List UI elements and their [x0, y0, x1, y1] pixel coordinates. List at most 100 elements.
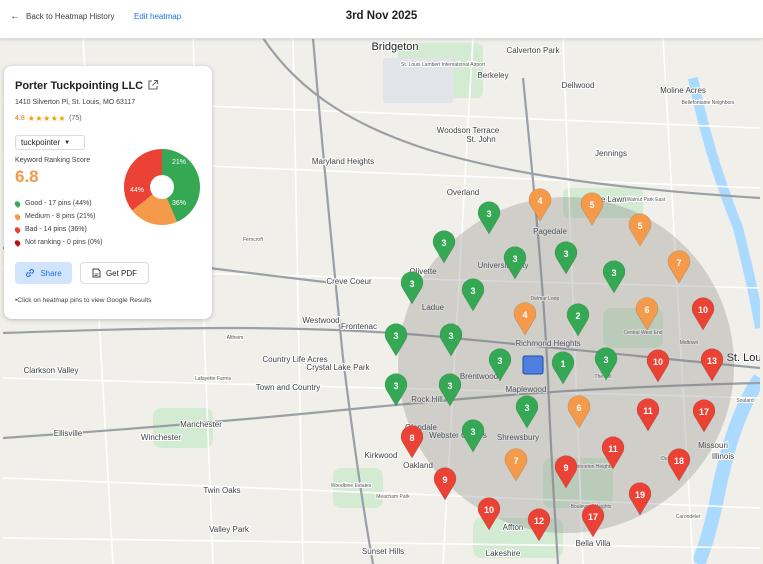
pin-rank: 3	[486, 209, 491, 219]
map-pin-icon	[581, 504, 605, 538]
heatmap-pin-bad[interactable]: 11	[601, 436, 625, 470]
map-pin-icon	[504, 448, 528, 482]
heatmap-pin-bad[interactable]: 13	[700, 348, 724, 382]
heatmap-pin-good[interactable]: 3	[477, 201, 501, 235]
map-pin-icon	[433, 467, 457, 501]
map-place-label: Carondelet	[676, 514, 701, 520]
heatmap-pin-good[interactable]: 3	[438, 373, 462, 407]
map-place-label: Brentwood	[460, 372, 498, 381]
heatmap-pin-bad[interactable]: 9	[554, 455, 578, 489]
map-pin-icon	[566, 303, 590, 337]
heatmap-pin-good[interactable]: 3	[461, 419, 485, 453]
heatmap-pin-good[interactable]: 3	[432, 230, 456, 264]
keyword-select[interactable]: tuckpointer ▼	[15, 135, 85, 150]
legend-item: Bad - 14 pins (36%)	[13, 223, 102, 236]
map-pin-icon	[13, 212, 22, 221]
map-place-label: Twin Oaks	[203, 486, 240, 495]
heatmap-pin-bad[interactable]: 17	[581, 504, 605, 538]
heatmap-pin-good[interactable]: 3	[594, 347, 618, 381]
map-pin-icon	[700, 348, 724, 382]
map-pin-icon	[528, 188, 552, 222]
map-place-label: Bella Villa	[576, 539, 612, 548]
heatmap-pin-good[interactable]: 2	[566, 303, 590, 337]
heatmap-pin-medium[interactable]: 5	[580, 192, 604, 226]
map-pin-icon	[503, 246, 527, 280]
pin-rank: 11	[643, 406, 653, 416]
map-place-label: Sunset Hills	[362, 547, 404, 556]
heatmap-pin-good[interactable]: 3	[602, 260, 626, 294]
legend-label: Not ranking - 0 pins (0%)	[25, 239, 103, 246]
get-pdf-button[interactable]: Get PDF	[80, 262, 149, 284]
heatmap-pin-bad[interactable]: 9	[433, 467, 457, 501]
map-pin-icon	[691, 297, 715, 331]
heatmap-pin-bad[interactable]: 18	[667, 448, 691, 482]
back-to-history-link[interactable]: ← Back to Heatmap History	[10, 11, 114, 21]
heatmap-pin-bad[interactable]: 10	[477, 497, 501, 531]
heatmap-pin-good[interactable]: 1	[551, 351, 575, 385]
heatmap-pin-bad[interactable]: 10	[691, 297, 715, 331]
legend-label: Medium - 8 pins (21%)	[25, 213, 96, 220]
heatmap-pin-bad[interactable]: 10	[646, 349, 670, 383]
heatmap-pin-bad[interactable]: 12	[527, 508, 551, 542]
heatmap-pin-good[interactable]: 3	[384, 323, 408, 357]
heatmap-pin-medium[interactable]: 7	[667, 250, 691, 284]
pin-rank: 13	[707, 356, 717, 366]
map-pin-icon	[400, 425, 424, 459]
map-pin-icon	[384, 373, 408, 407]
heatmap-pin-medium[interactable]: 5	[628, 213, 652, 247]
share-button[interactable]: Share	[15, 262, 72, 284]
map-pin-icon	[567, 395, 591, 429]
heatmap-pin-good[interactable]: 3	[400, 271, 424, 305]
keyword-selected: tuckpointer	[21, 138, 61, 147]
share-label: Share	[40, 268, 62, 278]
heatmap-pin-good[interactable]: 3	[384, 373, 408, 407]
external-link-icon[interactable]	[147, 79, 159, 91]
map-pin-icon	[477, 201, 501, 235]
heatmap-pin-medium[interactable]: 7	[504, 448, 528, 482]
map-place-label: Frontenac	[341, 322, 377, 331]
heatmap-pin-bad[interactable]: 19	[628, 482, 652, 516]
pin-legend: Good - 17 pins (44%) Medium - 8 pins (21%…	[13, 197, 103, 249]
heatmap-pin-bad[interactable]: 17	[692, 399, 716, 433]
keyword-score-label: Keyword Ranking Score	[15, 157, 91, 164]
pin-rank: 17	[588, 512, 598, 522]
map-place-label: Maplewood	[506, 385, 547, 394]
heatmap-pin-medium[interactable]: 6	[567, 395, 591, 429]
heatmap-pin-medium[interactable]: 6	[635, 297, 659, 331]
heatmap-pin-bad[interactable]: 11	[636, 398, 660, 432]
map-pin-icon	[554, 241, 578, 275]
heatmap-pin-bad[interactable]: 8	[400, 425, 424, 459]
map-pin-icon	[580, 192, 604, 226]
heatmap-pin-medium[interactable]: 4	[528, 188, 552, 222]
map-pin-icon	[13, 238, 22, 247]
pin-rank: 3	[563, 249, 568, 259]
map-pin-icon	[527, 508, 551, 542]
heatmap-pin-good[interactable]: 3	[554, 241, 578, 275]
heatmap-pin-good[interactable]: 3	[515, 395, 539, 429]
map-place-label: Winchester	[141, 433, 181, 442]
map-place-label: Webster Groves	[429, 431, 487, 440]
map-pin-icon	[554, 455, 578, 489]
map-pin-icon	[667, 250, 691, 284]
map-place-label: Ladue	[422, 303, 445, 312]
map-pin-icon	[13, 225, 22, 234]
pin-rank: 5	[589, 200, 594, 210]
pin-rank: 17	[699, 407, 709, 417]
map-place-label: Walnut Park East	[627, 197, 666, 203]
heatmap-pin-good[interactable]: 3	[488, 348, 512, 382]
map-place-label: Maryland Heights	[312, 157, 374, 166]
map-pin-icon	[13, 199, 22, 208]
pin-rank: 10	[484, 505, 494, 515]
map-place-label: Valley Park	[209, 525, 250, 534]
business-location-marker	[522, 355, 544, 375]
map-place-label: Illinois	[712, 452, 734, 461]
heatmap-pin-good[interactable]: 3	[503, 246, 527, 280]
heatmap-pin-good[interactable]: 3	[461, 278, 485, 312]
map-place-label: Dellwood	[562, 81, 595, 90]
edit-heatmap-link[interactable]: Edit heatmap	[134, 12, 182, 21]
heatmap-pin-good[interactable]: 3	[439, 323, 463, 357]
heatmap-pin-medium[interactable]: 4	[513, 302, 537, 336]
map-place-label: Ferncroft	[243, 237, 264, 243]
pin-rank: 7	[676, 258, 681, 268]
map-place-label: University City	[477, 261, 528, 270]
